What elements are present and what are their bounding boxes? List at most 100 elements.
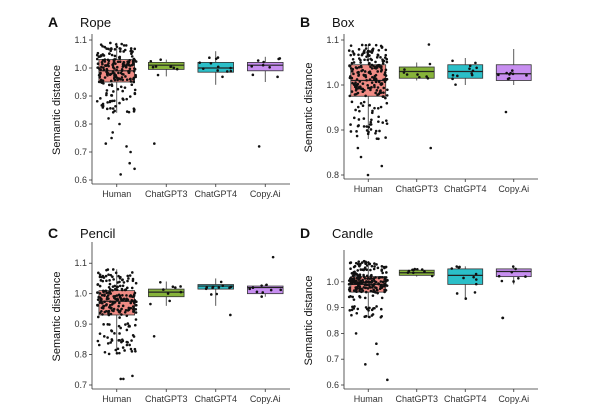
data-point	[359, 102, 363, 105]
data-point	[362, 273, 365, 277]
data-point	[354, 66, 358, 69]
data-point	[363, 49, 366, 52]
data-point	[352, 53, 356, 56]
data-point	[425, 75, 428, 78]
data-point	[426, 77, 430, 80]
data-point	[124, 75, 127, 78]
data-point	[133, 167, 136, 171]
data-point	[357, 70, 360, 74]
data-point	[372, 277, 376, 280]
data-point	[379, 280, 383, 283]
data-point	[360, 53, 364, 57]
data-point	[374, 77, 377, 80]
data-point	[352, 82, 356, 86]
data-point	[468, 67, 471, 70]
data-point	[215, 292, 219, 296]
data-point	[384, 48, 388, 52]
y-tick-label: 1.0	[326, 80, 339, 90]
data-point	[356, 307, 360, 311]
data-point	[361, 104, 365, 108]
data-point	[384, 136, 387, 139]
data-point	[353, 270, 356, 274]
data-point	[402, 71, 406, 74]
y-tick-label: 0.8	[74, 119, 87, 129]
data-point	[383, 290, 386, 294]
data-point	[356, 276, 360, 280]
data-point	[99, 299, 103, 303]
data-point	[111, 268, 115, 271]
data-point	[377, 282, 380, 286]
data-point	[116, 281, 119, 284]
data-point	[350, 280, 354, 284]
data-point	[118, 284, 122, 288]
data-point	[382, 285, 386, 288]
y-axis-label: Semantic distance	[51, 65, 63, 155]
data-point	[114, 104, 117, 108]
data-point	[211, 285, 215, 288]
data-point	[351, 295, 354, 299]
data-point	[133, 108, 136, 112]
data-point	[351, 305, 354, 309]
data-point	[108, 287, 112, 291]
data-point	[105, 93, 108, 97]
data-point	[367, 62, 371, 66]
data-point	[359, 155, 363, 159]
x-tick-label: ChatGPT3	[145, 189, 188, 199]
data-point	[255, 290, 259, 294]
data-point	[354, 261, 358, 265]
data-point	[97, 73, 101, 77]
data-point	[375, 64, 379, 67]
data-point	[378, 287, 382, 291]
data-point	[117, 339, 121, 342]
data-point	[116, 308, 120, 312]
data-point	[376, 291, 379, 295]
data-point	[366, 83, 369, 87]
data-point	[116, 285, 120, 289]
data-point	[110, 47, 113, 51]
data-point	[96, 62, 100, 66]
data-point	[359, 64, 363, 68]
data-point	[374, 43, 378, 47]
y-axis-label: Semantic distance	[51, 272, 63, 362]
data-point	[107, 117, 110, 120]
data-point	[366, 173, 370, 177]
data-point	[149, 59, 153, 63]
data-point	[362, 280, 365, 284]
data-point	[352, 61, 356, 64]
data-point	[107, 47, 110, 51]
data-point	[229, 66, 232, 70]
data-point	[129, 301, 133, 305]
y-tick-label: 1.0	[74, 289, 87, 299]
data-point	[105, 89, 109, 92]
data-point	[108, 323, 111, 326]
box-iqr	[247, 62, 284, 72]
data-point	[121, 78, 125, 82]
data-point	[121, 284, 125, 288]
data-point	[497, 73, 500, 77]
data-point	[134, 311, 138, 314]
data-point	[98, 292, 102, 295]
data-point	[112, 278, 115, 281]
data-point	[118, 351, 121, 355]
data-point	[122, 44, 126, 47]
data-point	[371, 109, 374, 113]
data-point	[358, 264, 361, 268]
data-point	[367, 130, 370, 134]
data-point	[382, 78, 385, 82]
data-point	[347, 49, 351, 52]
data-point	[354, 279, 357, 283]
data-point	[371, 64, 375, 68]
data-point	[109, 341, 112, 344]
data-point	[118, 50, 122, 53]
box-iqr	[148, 62, 185, 70]
data-point	[120, 307, 123, 311]
data-point	[507, 76, 511, 80]
data-point	[107, 310, 110, 314]
data-point	[100, 275, 103, 279]
data-point	[383, 71, 387, 74]
data-point	[385, 101, 389, 105]
data-point	[115, 351, 119, 355]
data-point	[364, 363, 367, 366]
box-human	[96, 268, 138, 381]
data-point	[370, 314, 374, 317]
